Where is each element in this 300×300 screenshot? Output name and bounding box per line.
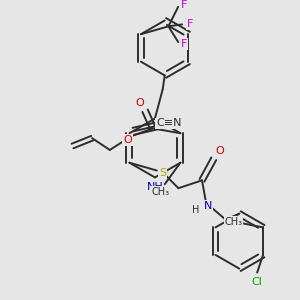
Text: C≡N: C≡N	[156, 118, 182, 128]
Text: O: O	[136, 98, 145, 108]
Text: NH: NH	[146, 182, 163, 192]
Text: F: F	[187, 20, 193, 29]
Text: F: F	[181, 39, 187, 49]
Text: CH₃: CH₃	[152, 187, 170, 197]
Text: H: H	[192, 205, 200, 215]
Text: S: S	[159, 167, 166, 178]
Text: N: N	[204, 201, 212, 211]
Text: CH₃: CH₃	[225, 217, 243, 226]
Text: F: F	[181, 0, 187, 10]
Text: O: O	[123, 135, 132, 145]
Text: O: O	[215, 146, 224, 156]
Text: Cl: Cl	[252, 277, 262, 287]
